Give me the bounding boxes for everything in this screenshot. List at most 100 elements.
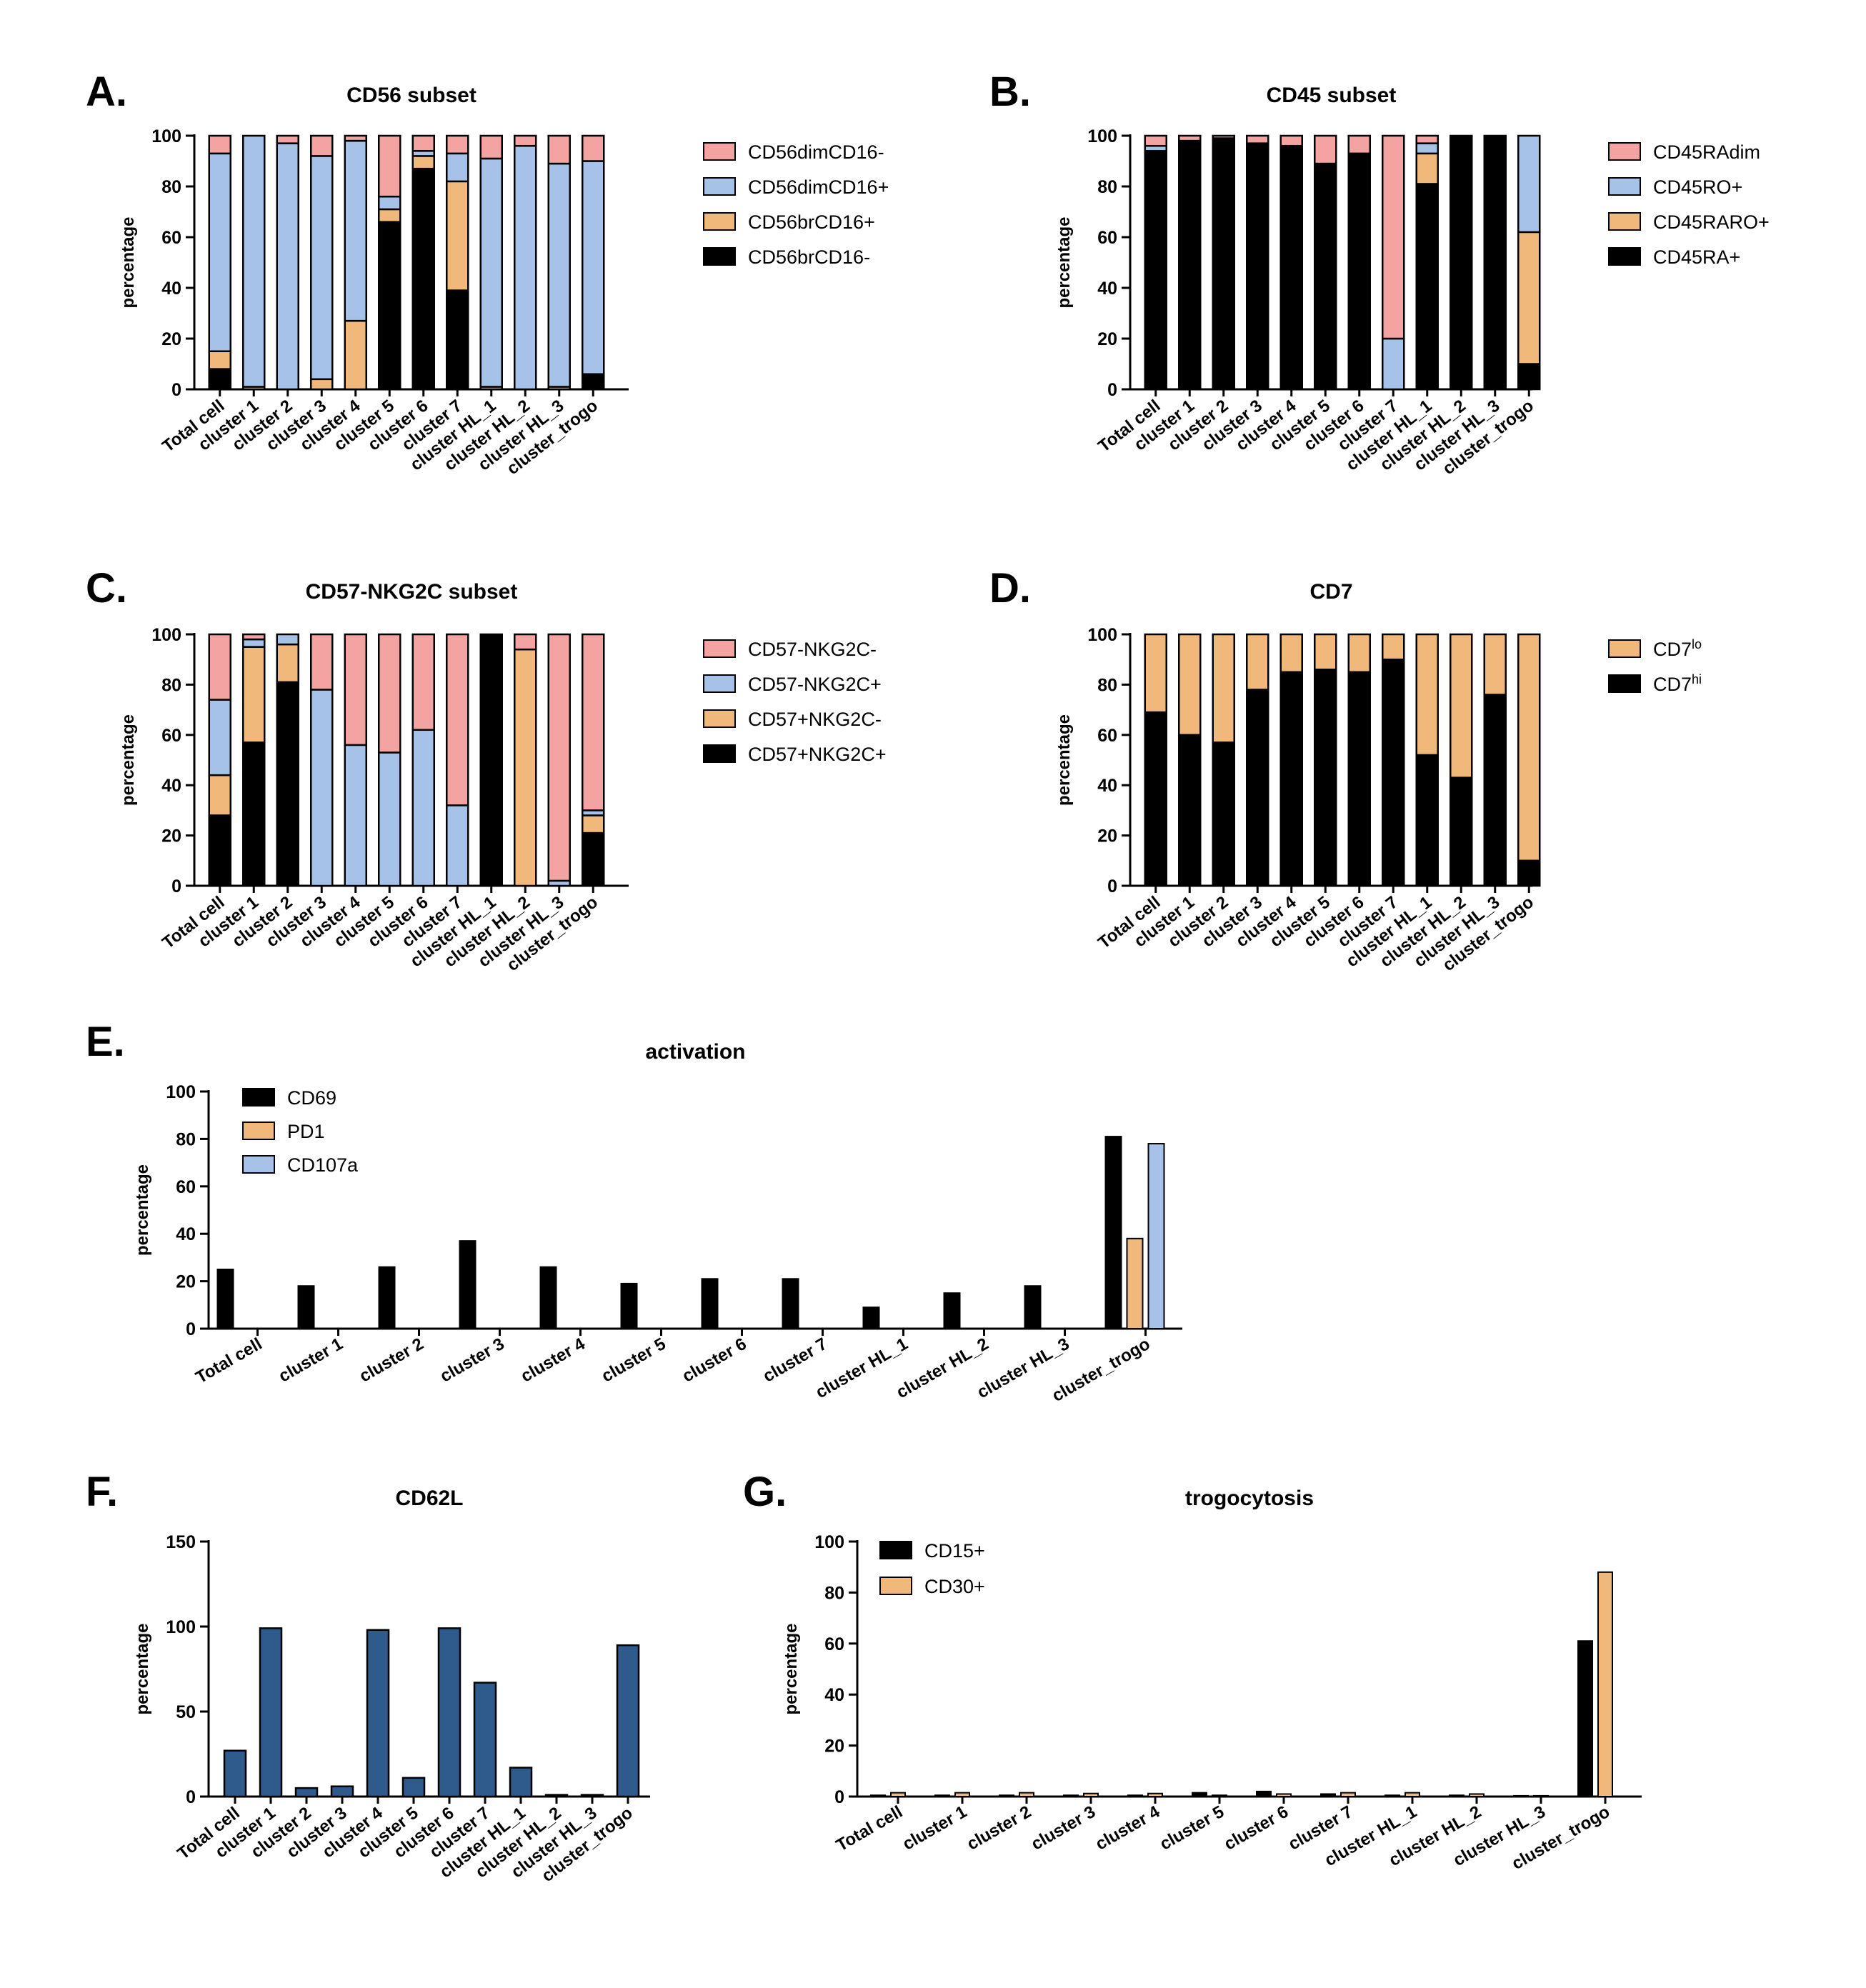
legend-label: CD30+ bbox=[924, 1576, 985, 1597]
legend-swatch bbox=[1608, 212, 1641, 231]
y-tick-label: 100 bbox=[151, 625, 181, 645]
bar bbox=[870, 1794, 886, 1798]
x-tick-label: cluster 2 bbox=[964, 1802, 1034, 1854]
y-tick-label: 80 bbox=[1097, 675, 1117, 695]
bar bbox=[473, 1682, 497, 1798]
panel-letter: D. bbox=[989, 565, 1031, 611]
bar-segment bbox=[1314, 669, 1337, 887]
bar-segment bbox=[1415, 134, 1439, 144]
bar bbox=[943, 1292, 961, 1329]
bar-segment bbox=[1314, 162, 1337, 391]
bar-segment bbox=[411, 729, 435, 887]
legend-swatch bbox=[703, 212, 736, 231]
y-axis-label: percentage bbox=[1054, 216, 1074, 308]
panel-letter: B. bbox=[989, 69, 1031, 115]
bar-segment bbox=[547, 162, 571, 388]
bar bbox=[1019, 1792, 1034, 1798]
bar bbox=[580, 1794, 604, 1798]
legend-label: CD56dimCD16- bbox=[748, 141, 884, 163]
bar-segment bbox=[208, 699, 231, 776]
legend-label: CD57-NKG2C+ bbox=[748, 674, 882, 695]
bar bbox=[216, 1269, 234, 1329]
y-tick-label: 20 bbox=[161, 329, 181, 349]
bar bbox=[539, 1266, 557, 1330]
y-tick-label: 0 bbox=[171, 876, 181, 896]
bar-segment bbox=[1212, 137, 1235, 391]
legend-label-superscript: lo bbox=[1692, 637, 1702, 651]
legend-label: CD7hi bbox=[1653, 672, 1702, 695]
bar-segment bbox=[1144, 633, 1167, 714]
y-tick-label: 100 bbox=[1087, 625, 1117, 645]
bar-segment bbox=[1517, 633, 1541, 862]
bar-segment bbox=[1212, 633, 1235, 744]
bar bbox=[1340, 1792, 1356, 1798]
chart-title: CD56 subset bbox=[346, 84, 477, 107]
bar-segment bbox=[582, 831, 605, 887]
bar bbox=[890, 1792, 906, 1798]
bar bbox=[1024, 1285, 1042, 1329]
bar-segment bbox=[310, 378, 334, 391]
y-tick-label: 20 bbox=[824, 1737, 844, 1757]
bar bbox=[1276, 1793, 1292, 1797]
bar bbox=[1533, 1794, 1549, 1798]
chart-panel-g: G. trogocytosis percentage 0 20 40 60 80 100 Tota… bbox=[743, 1469, 1642, 1874]
x-tick-label: Total cell bbox=[192, 1334, 265, 1388]
bar-segment bbox=[1144, 150, 1167, 391]
x-tick-label: cluster 4 bbox=[1092, 1802, 1164, 1854]
bar-segment bbox=[446, 804, 469, 887]
bar bbox=[1147, 1143, 1165, 1330]
y-tick-label: 20 bbox=[1097, 329, 1117, 349]
legend-label-superscript: hi bbox=[1692, 672, 1702, 686]
bar-segment bbox=[1483, 134, 1507, 391]
bar-segment bbox=[310, 155, 334, 381]
bar-segment bbox=[1382, 633, 1405, 661]
legend-label: CD57-NKG2C- bbox=[748, 639, 877, 660]
bar-segment bbox=[208, 633, 231, 701]
y-tick-label: 20 bbox=[161, 826, 181, 846]
legend-swatch bbox=[1608, 142, 1641, 161]
y-tick-label: 0 bbox=[186, 1787, 196, 1807]
y-tick-label: 40 bbox=[1097, 776, 1117, 796]
y-axis-label: percentage bbox=[133, 1623, 152, 1714]
bar bbox=[544, 1794, 569, 1798]
bar bbox=[1597, 1571, 1613, 1798]
bar-segment bbox=[1212, 741, 1235, 887]
bar-segment bbox=[1279, 134, 1303, 147]
y-tick-label: 0 bbox=[1107, 380, 1117, 400]
bar-segment bbox=[1415, 633, 1439, 756]
bar bbox=[616, 1644, 640, 1798]
bar-segment bbox=[514, 134, 537, 147]
y-axis-label: percentage bbox=[133, 1164, 152, 1256]
bar bbox=[437, 1627, 461, 1798]
bar-segment bbox=[582, 134, 605, 162]
legend-label: CD45RAdim bbox=[1653, 141, 1760, 163]
legend-label: CD57+NKG2C+ bbox=[748, 744, 887, 765]
bar-segment bbox=[208, 350, 231, 370]
bar-segment bbox=[1415, 142, 1439, 155]
bar bbox=[401, 1777, 426, 1798]
bar-segment bbox=[411, 134, 435, 152]
y-tick-label: 60 bbox=[1097, 726, 1117, 746]
legend-swatch bbox=[703, 709, 736, 728]
legend-label: CD7lo bbox=[1653, 637, 1702, 660]
x-tick-label: cluster 1 bbox=[899, 1802, 970, 1854]
bar bbox=[782, 1278, 799, 1330]
bar-segment bbox=[378, 633, 401, 754]
bar-segment bbox=[1415, 152, 1439, 185]
x-tick-label: cluster 4 bbox=[518, 1334, 589, 1386]
bar-segment bbox=[1450, 633, 1473, 779]
legend-label: CD107a bbox=[287, 1154, 359, 1176]
bar-segment bbox=[276, 643, 299, 684]
bar-segment bbox=[1246, 633, 1269, 691]
legend-label: CD56brCD16+ bbox=[748, 211, 875, 233]
bar-segment bbox=[242, 638, 266, 648]
bar-segment bbox=[411, 155, 435, 170]
bar bbox=[1449, 1794, 1465, 1798]
bar bbox=[1147, 1792, 1163, 1798]
x-tick-label: cluster 6 bbox=[1221, 1802, 1292, 1854]
legend-label: CD45RO+ bbox=[1653, 176, 1742, 198]
bar-segment bbox=[479, 134, 503, 160]
legend-label: CD57+NKG2C- bbox=[748, 709, 882, 730]
bar bbox=[620, 1282, 638, 1330]
